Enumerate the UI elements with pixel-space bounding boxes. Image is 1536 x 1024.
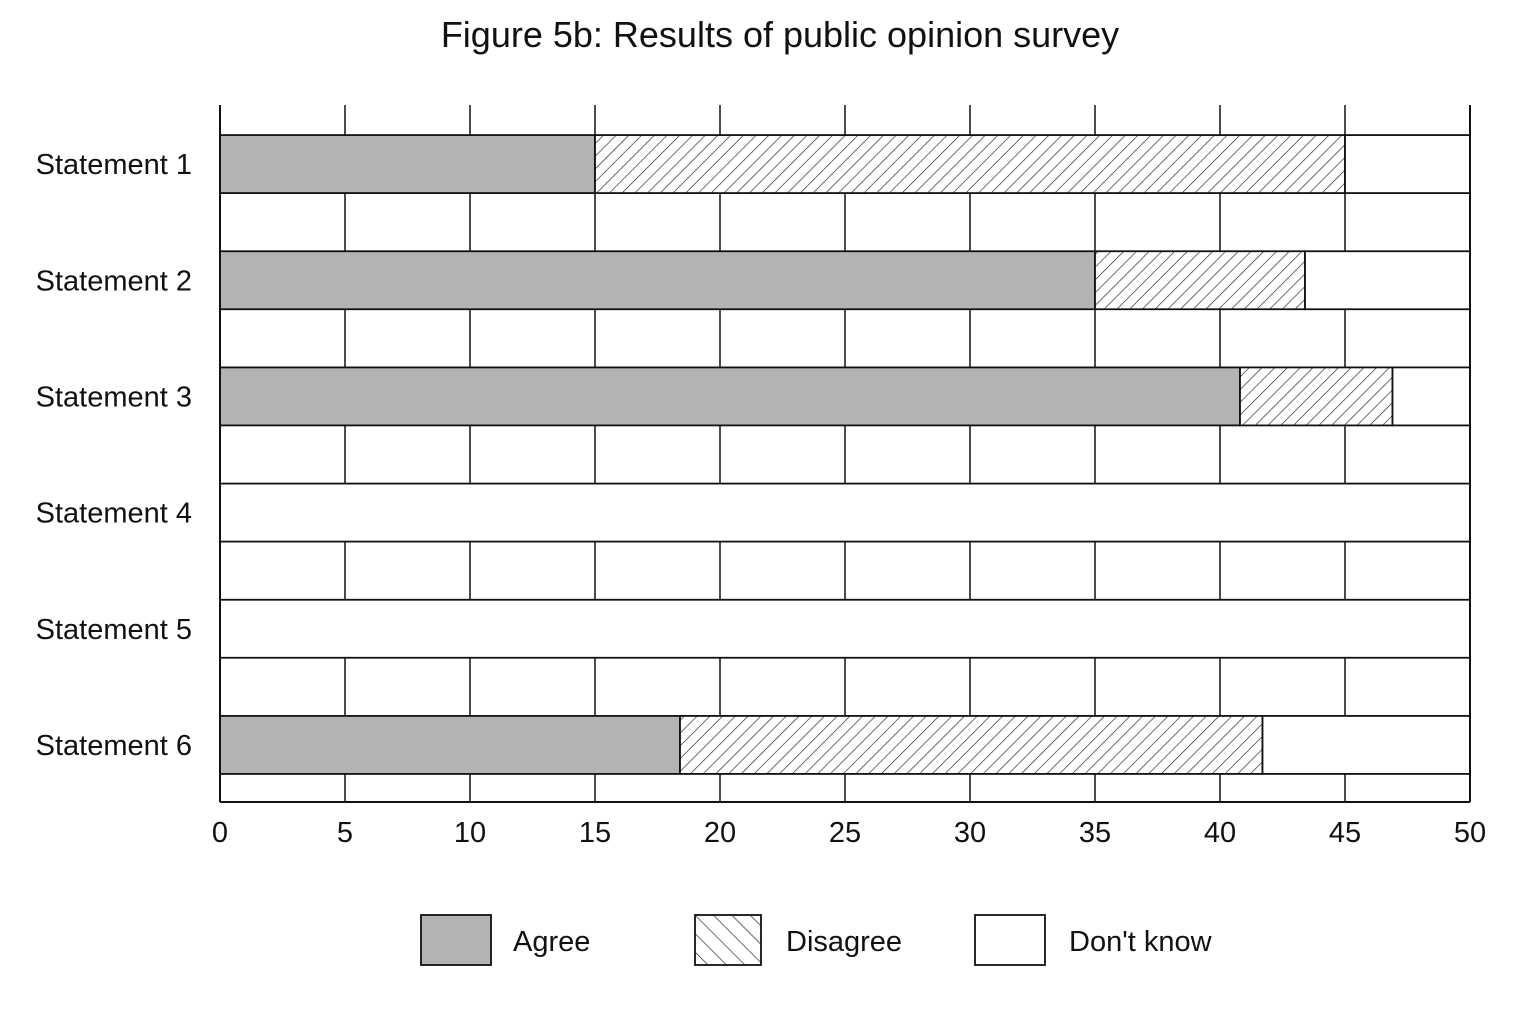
label-layer: Statement 1 Statement 2 Statement 3 Stateme… [36,149,1487,849]
bar-3-disagree [1239,366,1394,427]
bar-1-don-t-know [1344,134,1471,194]
x-tick-label: 50 [1454,817,1486,849]
category-label: Statement 6 [36,730,192,762]
axis-layer [219,105,1471,803]
category-label: Statement 5 [36,614,192,646]
x-tick-label: 10 [454,817,486,849]
grid-layer [219,105,1471,802]
x-tick-label: 30 [954,817,986,849]
bar-4-don-t-know [219,482,1471,543]
category-label: Statement 3 [36,381,192,413]
x-tick-label: 20 [704,817,736,849]
x-tick-label: 5 [337,817,353,849]
x-tick-label: 15 [579,817,611,849]
bars-layer [219,134,1471,775]
bar-1-agree [219,134,596,194]
legend-swatch-disagree [694,914,762,966]
bar-2-disagree [1094,250,1306,311]
legend-swatch-agree [420,914,492,966]
x-tick-label: 35 [1079,817,1111,849]
x-tick-label: 40 [1204,817,1236,849]
bar-2-don-t-know [1304,250,1471,311]
x-tick-label: 25 [829,817,861,849]
category-label: Statement 4 [36,498,192,530]
bar-5-don-t-know [219,598,1471,659]
legend-swatch-don-t-know [974,914,1046,966]
x-tick-label: 0 [212,817,228,849]
legend-label-disagree: Disagree [786,926,902,958]
bar-2-agree [219,250,1096,311]
bar-3-agree [219,366,1241,427]
bar-6-agree [219,715,681,775]
legend-label-don-t-know: Don't know [1069,926,1213,958]
bar-3-don-t-know [1391,366,1471,427]
legend: Agree Disagree Don't know [420,914,1213,966]
bar-6-don-t-know [1261,715,1471,775]
category-label: Statement 2 [36,265,192,297]
legend-label-agree: Agree [513,926,590,958]
bar-1-disagree [594,134,1346,194]
chart-title: Figure 5b: Results of public opinion sur… [440,14,1120,55]
bar-6-disagree [679,715,1264,775]
x-tick-label: 45 [1329,817,1361,849]
category-label: Statement 1 [36,149,192,181]
